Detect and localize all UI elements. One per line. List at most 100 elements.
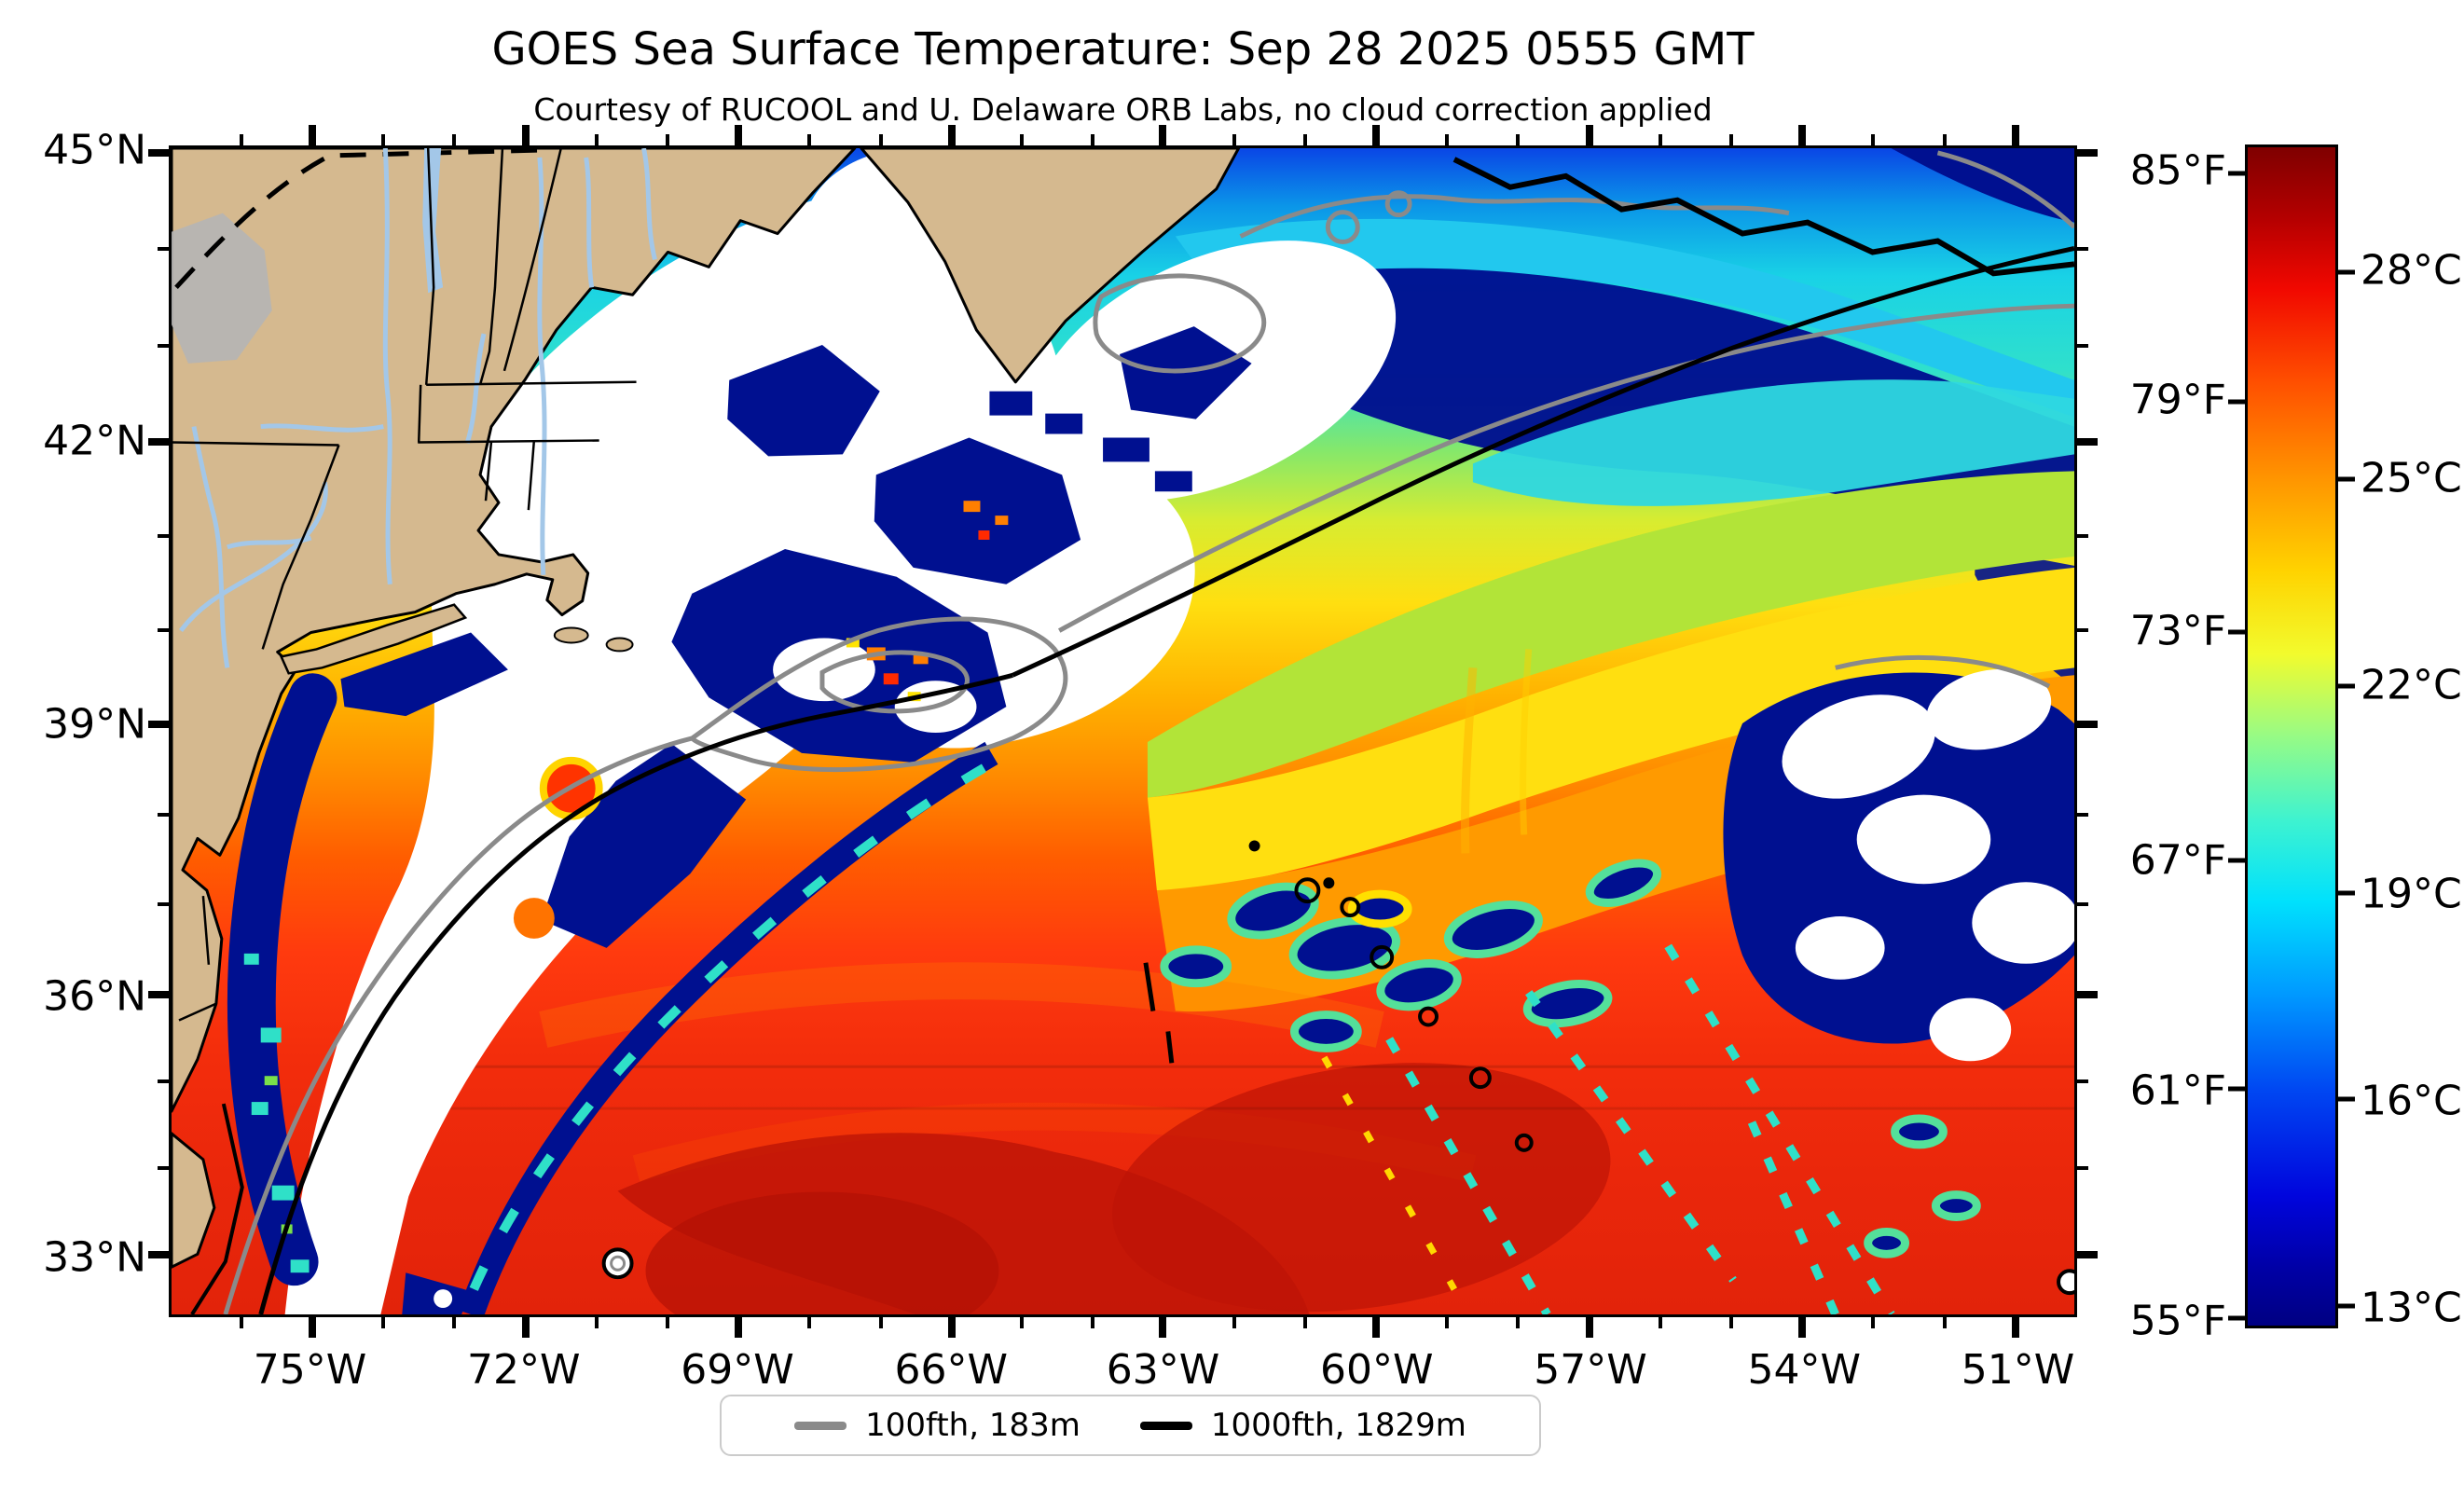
axis-tick xyxy=(158,247,169,252)
mainland-coast xyxy=(172,148,857,1113)
axis-tick xyxy=(2228,1086,2245,1092)
axis-tick xyxy=(2228,629,2245,634)
contour-100-fathom xyxy=(223,150,2074,1314)
state-borders xyxy=(172,148,637,1022)
axis-tick xyxy=(735,1317,743,1338)
lon-tick-label: 51°W xyxy=(1961,1346,2075,1394)
terrain-gray-patch xyxy=(172,213,272,364)
legend-item-1000fth: 1000fth, 1829m xyxy=(1139,1407,1466,1444)
axis-tick xyxy=(158,1166,169,1171)
axis-tick xyxy=(2228,171,2245,176)
axis-tick xyxy=(1871,134,1876,145)
lat-tick-label: 45°N xyxy=(43,126,146,174)
lon-tick-label: 57°W xyxy=(1534,1346,1647,1394)
cbar-c-label: 28°C xyxy=(2361,246,2462,295)
cbar-f-label: 85°F xyxy=(2129,146,2226,195)
nova-scotia xyxy=(860,148,1241,384)
axis-tick xyxy=(735,125,743,145)
axis-tick xyxy=(148,1251,169,1259)
lake-champlain xyxy=(422,148,444,294)
axis-tick xyxy=(158,902,169,907)
longitude-axis: 75°W 72°W 69°W 66°W 63°W 60°W 57°W 54°W … xyxy=(169,1346,2077,1402)
axis-tick xyxy=(1371,1317,1380,1338)
cbar-c-label: 22°C xyxy=(2361,661,2462,709)
lon-tick-label: 75°W xyxy=(253,1346,367,1394)
axis-tick xyxy=(1020,134,1025,145)
axis-tick xyxy=(1371,125,1380,145)
axis-tick xyxy=(452,134,457,145)
contour-legend: 100fth, 183m 1000fth, 1829m xyxy=(720,1395,1541,1456)
page-subtitle: Courtesy of RUCOOL and U. Delaware ORB L… xyxy=(533,91,1713,128)
axis-tick xyxy=(2077,149,2098,157)
axis-tick xyxy=(2077,343,2088,348)
temperature-colorbar xyxy=(2228,144,2355,1328)
rivers xyxy=(178,148,657,668)
cbar-f-label: 61°F xyxy=(2129,1066,2226,1115)
axis-tick xyxy=(1020,1317,1025,1328)
axis-tick xyxy=(2338,476,2355,482)
cloud-cluster-right xyxy=(1723,668,2074,1062)
axis-tick xyxy=(158,343,169,348)
long-island xyxy=(279,603,468,675)
legend-label: 100fth, 183m xyxy=(865,1407,1081,1444)
axis-tick xyxy=(381,134,386,145)
lon-tick-label: 54°W xyxy=(1747,1346,1862,1394)
axis-tick xyxy=(2338,683,2355,689)
axis-tick xyxy=(2077,812,2088,817)
legend-label: 1000fth, 1829m xyxy=(1210,1407,1466,1444)
cbar-c-label: 16°C xyxy=(2361,1077,2462,1125)
axis-tick xyxy=(2338,1303,2355,1308)
cbar-c-label: 25°C xyxy=(2361,454,2462,502)
axis-tick xyxy=(2228,858,2245,863)
lon-tick-label: 66°W xyxy=(894,1346,1009,1394)
axis-tick xyxy=(148,720,169,728)
axis-tick xyxy=(1585,1317,1593,1338)
axis-tick xyxy=(947,125,956,145)
outer-banks xyxy=(190,1103,244,1314)
axis-tick xyxy=(158,812,169,817)
axis-tick xyxy=(1232,1317,1236,1328)
axis-tick xyxy=(2077,438,2098,447)
cbar-c-label: 13°C xyxy=(2361,1284,2462,1332)
axis-tick xyxy=(807,134,812,145)
lat-tick-label: 36°N xyxy=(43,972,146,1021)
cbar-f-label: 73°F xyxy=(2129,607,2226,655)
axis-tick xyxy=(309,125,317,145)
lat-tick-label: 39°N xyxy=(43,700,146,749)
axis-tick xyxy=(381,1317,386,1328)
axis-tick xyxy=(1798,1317,1807,1338)
bathymetry-contours xyxy=(223,150,2074,1314)
sst-map-graphic xyxy=(172,148,2074,1314)
axis-tick xyxy=(2228,399,2245,405)
cbar-c-label: 19°C xyxy=(2361,870,2462,918)
axis-tick xyxy=(1585,125,1593,145)
lon-tick-label: 69°W xyxy=(681,1346,794,1394)
lat-tick-label: 42°N xyxy=(43,417,146,465)
axis-tick xyxy=(1516,1317,1521,1328)
axis-tick xyxy=(158,628,169,633)
lon-tick-label: 63°W xyxy=(1106,1346,1220,1394)
axis-tick xyxy=(1302,134,1307,145)
axis-tick xyxy=(807,1317,812,1328)
axis-tick xyxy=(239,1317,243,1328)
axis-tick xyxy=(1445,134,1450,145)
axis-tick xyxy=(2228,1315,2245,1321)
axis-tick xyxy=(2077,991,2098,999)
axis-tick xyxy=(2077,720,2098,728)
gray-contour-line-swatch xyxy=(794,1421,847,1430)
axis-tick xyxy=(452,1317,457,1328)
axis-tick xyxy=(878,134,883,145)
axis-tick xyxy=(1090,134,1094,145)
axis-tick xyxy=(2077,1166,2088,1171)
axis-tick xyxy=(148,438,169,447)
axis-tick xyxy=(2338,890,2355,896)
cbar-f-label: 79°F xyxy=(2129,376,2226,424)
map-axes xyxy=(148,125,2098,1338)
axis-tick xyxy=(1871,1317,1876,1328)
colorbar-celsius-axis: 28°C 25°C 22°C 19°C 16°C 13°C xyxy=(2361,144,2464,1332)
axis-tick xyxy=(666,1317,670,1328)
axis-tick xyxy=(2077,534,2088,539)
axis-tick xyxy=(2077,902,2088,907)
axis-tick xyxy=(2077,1079,2088,1084)
